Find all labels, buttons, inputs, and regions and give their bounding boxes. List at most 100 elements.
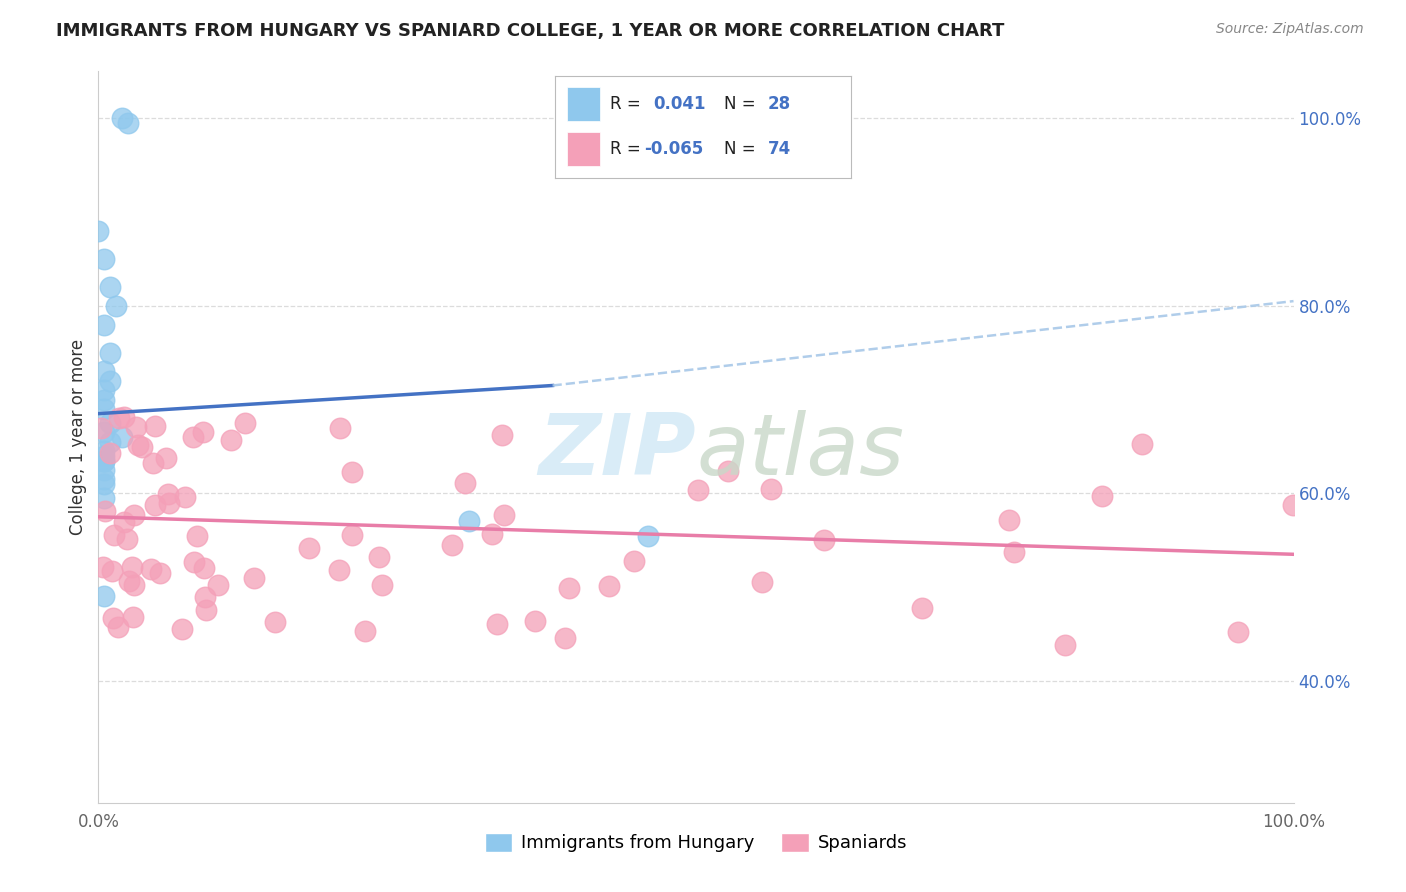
Y-axis label: College, 1 year or more: College, 1 year or more [69,339,87,535]
Point [717,464,740,478]
Point [172,622,194,636]
Text: 28: 28 [768,95,792,113]
Text: atlas: atlas [696,410,904,493]
Text: R =: R = [610,140,641,158]
Text: N =: N = [724,140,755,158]
Point [131,440,153,454]
Point [105,299,128,313]
Point [637,528,659,542]
Point [93,590,115,604]
Point [94,504,117,518]
Text: R =: R = [610,95,641,113]
Point [107,620,129,634]
Point [911,600,934,615]
Point [494,508,516,522]
Point [207,578,229,592]
Point [1091,489,1114,503]
Point [93,318,115,332]
Point [340,528,363,542]
Text: ZIP: ZIP [538,410,696,493]
Point [186,529,208,543]
Point [328,564,350,578]
Point [491,427,513,442]
Point [87,224,110,238]
Point [90,421,112,435]
Point [114,515,136,529]
Point [98,434,122,449]
Point [93,453,115,467]
Legend: Immigrants from Hungary, Spaniards: Immigrants from Hungary, Spaniards [478,826,914,860]
Point [194,603,217,617]
Point [93,472,115,486]
Point [93,383,115,397]
Text: Source: ZipAtlas.com: Source: ZipAtlas.com [1216,22,1364,37]
Point [813,533,835,547]
Point [623,554,645,568]
Point [139,562,162,576]
Point [1282,498,1305,512]
Point [194,590,217,604]
Point [124,508,146,522]
Point [98,345,122,359]
Point [142,456,165,470]
Point [440,538,463,552]
Point [1227,624,1250,639]
Point [298,541,321,555]
Point [93,444,115,458]
Point [111,112,134,126]
Point [93,401,115,416]
Point [143,498,166,512]
Point [117,116,139,130]
Point [101,564,124,578]
Point [523,614,546,628]
Point [329,421,352,435]
Point [143,419,166,434]
Point [98,280,122,294]
Point [183,555,205,569]
Text: IMMIGRANTS FROM HUNGARY VS SPANIARD COLLEGE, 1 YEAR OR MORE CORRELATION CHART: IMMIGRANTS FROM HUNGARY VS SPANIARD COLL… [56,22,1005,40]
Point [98,445,121,459]
Point [98,416,122,430]
Point [370,578,392,592]
Point [155,450,177,465]
Point [598,579,620,593]
Point [173,490,195,504]
Point [93,252,115,266]
Point [998,513,1021,527]
Point [107,410,129,425]
Point [191,425,214,439]
Point [125,420,148,434]
Text: -0.065: -0.065 [644,140,703,158]
Point [454,476,477,491]
Point [127,438,149,452]
Point [263,615,285,629]
Point [93,392,115,407]
Point [485,616,508,631]
Point [149,566,172,580]
Point [1053,638,1076,652]
Bar [567,132,599,166]
Point [557,582,579,596]
Point [181,430,204,444]
Point [1002,545,1025,559]
Point [93,364,115,378]
Point [759,482,782,496]
Bar [567,87,599,121]
Point [111,430,134,444]
Point [118,574,141,588]
Point [93,453,115,467]
Point [121,560,143,574]
Point [121,610,143,624]
Point [93,425,115,440]
Point [115,532,138,546]
Text: 74: 74 [768,140,792,158]
Point [93,463,115,477]
Point [103,528,125,542]
Point [93,491,115,505]
Point [354,624,377,639]
Point [93,449,115,463]
Point [243,571,266,585]
Point [157,487,180,501]
Point [122,578,145,592]
Point [112,409,135,424]
